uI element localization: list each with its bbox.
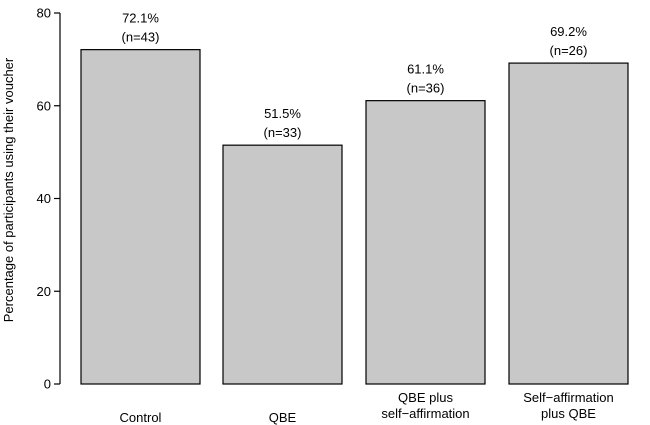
- x-category-label-3-line-2: self−affirmation: [381, 406, 469, 421]
- data-label-2-line-1: 51.5%: [264, 106, 301, 121]
- bar-4: [508, 62, 629, 385]
- data-label-1-line-1: 72.1%: [122, 11, 159, 26]
- x-category-label-3-line-1: QBE plus: [398, 390, 453, 405]
- data-label-2-line-2: (n=33): [264, 125, 302, 140]
- data-label-3-line-2: (n=36): [407, 81, 445, 96]
- x-category-label-1-line-1: Control: [120, 410, 162, 425]
- x-category-label-4-line-1: Self−affirmation: [523, 390, 613, 405]
- bar-2: [222, 144, 343, 385]
- y-axis: 0 20 40 60 80: [37, 6, 61, 392]
- y-tick-label-80: 80: [37, 6, 51, 21]
- y-tick-label-40: 40: [37, 191, 51, 206]
- data-label-3-line-1: 61.1%: [407, 62, 444, 77]
- y-tick-label-60: 60: [37, 98, 51, 113]
- bar-3: [365, 100, 486, 385]
- data-label-1-line-2: (n=43): [122, 30, 160, 45]
- x-category-label-4-line-2: plus QBE: [541, 406, 596, 421]
- bars-group: [80, 49, 629, 385]
- x-category-label-2-line-1: QBE: [269, 410, 297, 425]
- y-tick-label-20: 20: [37, 284, 51, 299]
- data-labels-group: 72.1% (n=43) 51.5% (n=33) 61.1% (n=36) 69.2% (n…: [122, 11, 588, 141]
- y-tick-label-0: 0: [44, 377, 51, 392]
- bar-1: [80, 49, 201, 385]
- data-label-4-line-2: (n=26): [550, 43, 588, 58]
- data-label-4-line-1: 69.2%: [550, 24, 587, 39]
- y-axis-title: Percentage of participants using their v…: [1, 57, 16, 322]
